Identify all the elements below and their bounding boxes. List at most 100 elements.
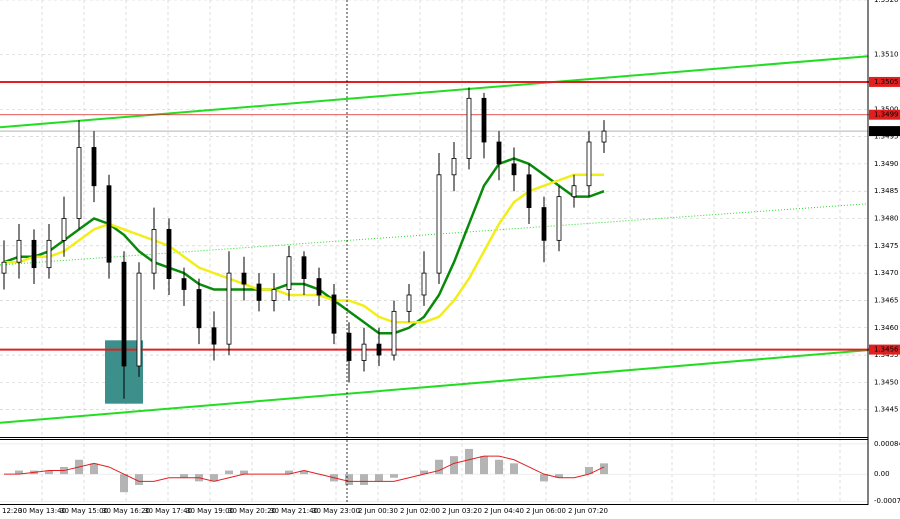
candle-body: [511, 163, 517, 176]
candle-body: [541, 207, 547, 241]
macd-bar: [585, 466, 593, 475]
x-tick-label: 2 Jun 03:20: [442, 507, 482, 515]
macd-bar: [360, 474, 368, 485]
level-tag: [869, 344, 900, 355]
candle-body: [226, 272, 232, 345]
candle-body: [61, 218, 67, 241]
x-tick-label: 30 May 19:00: [186, 507, 234, 515]
candle-body: [181, 278, 187, 290]
x-tick-label: 2 Jun 06:00: [526, 507, 566, 515]
macd-bar: [450, 456, 458, 475]
y-tick-label: 1.3465: [874, 296, 899, 304]
candle-body: [121, 261, 127, 367]
x-tick-label: 30 May 17:40: [144, 507, 192, 515]
macd-signal: [4, 455, 605, 482]
y-tick-label: 1.3500: [874, 105, 899, 113]
macd-bar: [240, 470, 248, 475]
macd-bar: [465, 448, 473, 475]
y-tick-label: 1.3495: [874, 133, 899, 141]
y-tick-label: 1.3460: [874, 324, 899, 332]
candle-body: [46, 239, 52, 269]
candle-body: [466, 97, 472, 159]
x-tick-label: 30 May 13:40: [18, 507, 66, 515]
ask-tag: [869, 109, 900, 120]
y-tick-label: 1.3490: [874, 160, 899, 168]
candle-body: [256, 283, 262, 301]
candle-body: [16, 239, 22, 263]
x-tick-label: 2 Jun 00:30: [358, 507, 398, 515]
candle-body: [436, 174, 442, 274]
candle-body: [346, 332, 352, 361]
macd-bar: [480, 456, 488, 475]
candle-body: [556, 196, 562, 241]
y-tick-label: 1.3485: [874, 187, 899, 195]
macd-bar: [300, 470, 308, 475]
macd-bar: [285, 470, 293, 475]
candle-body: [376, 343, 382, 356]
candle-body: [196, 289, 202, 329]
candle-body: [391, 310, 397, 356]
x-tick-label: 30 May 21:40: [270, 507, 318, 515]
macd-bar: [420, 470, 428, 475]
macd-bar: [45, 470, 53, 475]
x-tick-label: 30 May 16:20: [102, 507, 150, 515]
x-tick-label: 2 Jun 07:20: [568, 507, 608, 515]
candle-body: [331, 294, 337, 334]
y-tick-label: 1.3445: [874, 406, 899, 414]
candle-body: [211, 327, 217, 345]
candle-body: [586, 141, 592, 187]
candle-body: [151, 229, 157, 274]
candle-body: [316, 278, 322, 296]
candle-body: [481, 97, 487, 143]
x-tick-label: 30 May 23:00: [312, 507, 360, 515]
macd-bar: [600, 463, 608, 475]
macd-tick-label: 0.00: [874, 470, 890, 478]
macd-bar: [90, 463, 98, 475]
trendline: [0, 349, 869, 424]
y-tick-label: 1.3455: [874, 351, 899, 359]
macd-bar: [390, 474, 398, 478]
candle-body: [421, 272, 427, 296]
macd-bar: [555, 474, 563, 478]
trendline: [0, 203, 869, 266]
y-tick-label: 1.3480: [874, 215, 899, 223]
candle-body: [571, 185, 577, 198]
macd-bar: [435, 459, 443, 475]
y-tick-label: 1.3475: [874, 242, 899, 250]
macd-bar: [135, 474, 143, 485]
x-tick-label: 30 May 20:20: [228, 507, 276, 515]
macd-tick-label: 0.00084: [874, 440, 900, 448]
x-tick-label: 30 May 15:00: [60, 507, 108, 515]
x-tick-label: 12:20: [2, 507, 22, 515]
candle-body: [451, 158, 457, 176]
candle-body: [601, 130, 607, 143]
ask-label: 1.3499: [874, 111, 899, 119]
candle-body: [286, 256, 292, 290]
macd-bar: [15, 470, 23, 475]
bid-label: 1.3496: [874, 127, 899, 135]
candle-body: [301, 256, 307, 279]
bid-tag: [869, 126, 900, 137]
candle-body: [496, 141, 502, 165]
x-tick-label: 2 Jun 04:40: [484, 507, 524, 515]
level-label: 1.3505: [874, 78, 899, 86]
macd-bar: [540, 474, 548, 482]
candle-body: [136, 272, 142, 367]
y-tick-label: 1.3520: [874, 0, 899, 4]
macd-bar: [375, 474, 383, 482]
level-label: 1.3456: [874, 346, 899, 354]
level-tag: [869, 76, 900, 87]
macd-bar: [180, 474, 188, 478]
x-tick-label: 2 Jun 02:00: [400, 507, 440, 515]
candle-body: [1, 261, 7, 274]
trendline: [0, 55, 869, 129]
plot-area: [0, 0, 900, 505]
candle-body: [106, 185, 112, 263]
macd-bar: [510, 463, 518, 475]
candle-body: [361, 343, 367, 361]
y-tick-label: 1.3470: [874, 269, 899, 277]
candle-body: [406, 294, 412, 312]
candle-body: [76, 147, 82, 219]
macd-bar: [225, 470, 233, 475]
